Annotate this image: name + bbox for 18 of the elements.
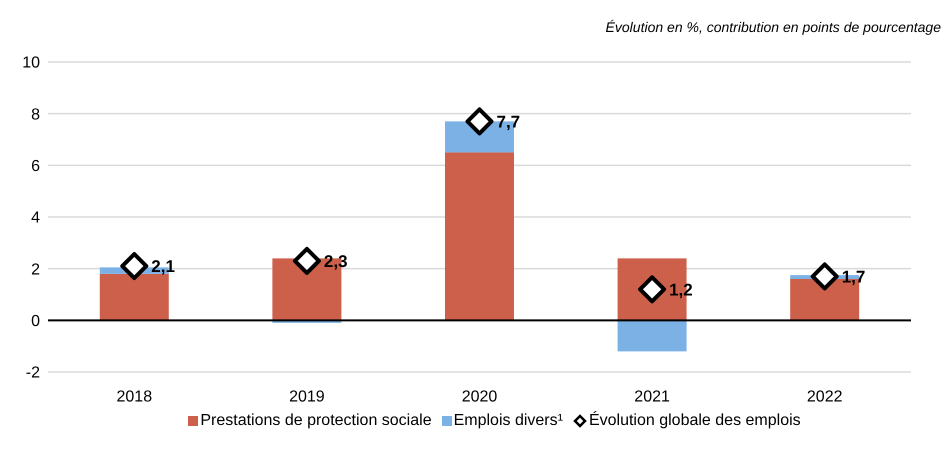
legend-label: Prestations de protection sociale <box>200 412 432 430</box>
y-tick-label: 10 <box>22 54 40 72</box>
x-tick-label: 2018 <box>116 388 152 406</box>
legend-label: Évolution globale des emplois <box>588 412 801 430</box>
y-tick-label: -2 <box>26 364 40 382</box>
legend-label: Emplois divers¹ <box>454 412 563 430</box>
data-label: 2,1 <box>151 257 175 276</box>
y-tick-label: 4 <box>31 210 40 227</box>
x-tick-label: 2020 <box>462 388 498 406</box>
x-tick-label: 2019 <box>289 388 325 406</box>
y-tick-label: 2 <box>31 261 40 278</box>
y-tick-label: 8 <box>31 106 40 124</box>
y-tick-label: 6 <box>31 158 40 176</box>
chart-subtitle: Évolution en %, contribution en points de pourcentage <box>604 18 941 37</box>
x-tick-label: 2022 <box>806 388 843 406</box>
x-tick-label: 2021 <box>634 388 670 406</box>
y-tick-label: 0 <box>31 313 40 330</box>
data-label: 7,7 <box>496 112 520 132</box>
